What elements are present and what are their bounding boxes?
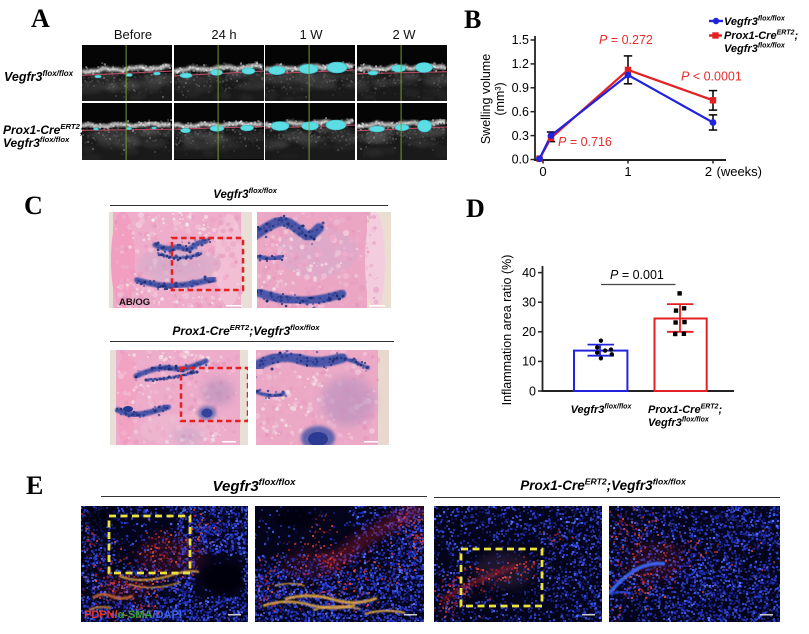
svg-text:0.0: 0.0 [512, 153, 529, 167]
svg-text:1.5: 1.5 [512, 33, 529, 47]
svg-text:1: 1 [624, 164, 631, 179]
svg-text:P = 0.001: P = 0.001 [610, 268, 664, 282]
svg-text:30: 30 [522, 296, 536, 310]
svg-text:40: 40 [522, 266, 536, 280]
svg-text:(mm³): (mm³) [493, 82, 507, 115]
svg-text:20: 20 [522, 325, 536, 339]
svg-text:P = 0.716: P = 0.716 [558, 135, 612, 149]
svg-text:(weeks): (weeks) [717, 164, 763, 179]
svg-text:Swelling volume: Swelling volume [479, 54, 493, 144]
svg-text:0.6: 0.6 [512, 105, 529, 119]
svg-text:10: 10 [522, 355, 536, 369]
svg-text:0.3: 0.3 [512, 129, 529, 143]
svg-text:P < 0.0001: P < 0.0001 [681, 70, 742, 84]
svg-text:2: 2 [705, 164, 712, 179]
svg-text:0: 0 [529, 384, 536, 398]
svg-text:0.9: 0.9 [512, 81, 529, 95]
svg-text:P = 0.272: P = 0.272 [599, 33, 653, 47]
svg-text:Inflammation area ratio (%): Inflammation area ratio (%) [500, 255, 514, 405]
svg-text:1.2: 1.2 [512, 57, 529, 71]
svg-text:0: 0 [539, 164, 546, 179]
svg-text:AB/OG: AB/OG [119, 297, 150, 308]
